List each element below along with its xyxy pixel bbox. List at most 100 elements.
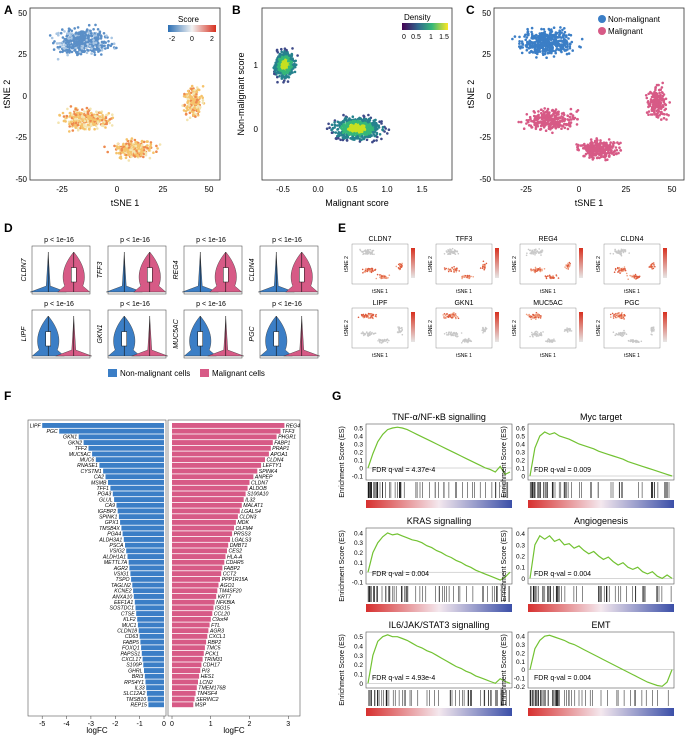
scatter-point — [107, 40, 110, 43]
feature-point — [532, 335, 534, 337]
feature-point — [445, 314, 447, 316]
feature-point — [371, 313, 373, 315]
scatter-point — [554, 50, 557, 53]
feature-point — [361, 333, 363, 335]
bar-nonmalignant — [148, 697, 164, 702]
panel-c-ytick: 0 — [487, 92, 492, 101]
scatter-point — [647, 93, 650, 96]
feature-point — [448, 269, 450, 271]
feature-point — [458, 253, 460, 255]
feature-point — [528, 249, 530, 251]
feature-point — [628, 340, 630, 342]
violin-pval: p < 1e-16 — [272, 301, 302, 308]
panel-c-xtick: 25 — [622, 185, 631, 194]
feature-point — [537, 268, 539, 270]
feature-point — [453, 316, 455, 318]
scatter-point — [100, 53, 103, 56]
feature-point — [613, 315, 615, 317]
scatter-point — [551, 109, 554, 112]
scatter-point — [191, 97, 194, 100]
feature-point — [387, 277, 389, 279]
feature-xlabel: tSNE 1 — [540, 289, 556, 295]
panel-a-xtick: 50 — [205, 185, 214, 194]
scatter-point — [56, 42, 59, 45]
feature-ylabel: tSNE 2 — [596, 320, 602, 336]
feature-point — [553, 338, 555, 340]
scatter-point — [183, 104, 186, 107]
feature-point — [653, 262, 655, 264]
scatter-point — [541, 42, 544, 45]
scatter-point — [654, 104, 657, 107]
feature-point — [402, 334, 404, 336]
bar-nonmalignant — [103, 469, 164, 474]
scatter-point — [587, 144, 590, 147]
scatter-point — [518, 40, 521, 43]
scatter-point — [563, 113, 566, 116]
feature-xlabel: tSNE 1 — [372, 289, 388, 295]
scatter-point — [79, 121, 82, 124]
density-point — [361, 131, 364, 134]
scatter-point — [656, 95, 659, 98]
scatter-point — [105, 117, 108, 120]
scatter-point — [149, 157, 152, 160]
density-point — [330, 129, 333, 132]
scatter-point — [85, 30, 88, 33]
feature-point — [550, 276, 552, 278]
feature-point — [619, 334, 621, 336]
scatter-point — [663, 113, 666, 116]
axis-tick-label: -4 — [63, 721, 69, 728]
scatter-point — [534, 118, 537, 121]
feature-point — [538, 314, 540, 316]
violin-box — [299, 268, 304, 282]
scatter-point — [87, 111, 90, 114]
feature-point — [387, 342, 389, 344]
scatter-point — [134, 139, 137, 142]
feature-point — [566, 268, 568, 270]
scatter-point — [526, 28, 529, 31]
feature-point — [619, 312, 621, 314]
scatter-point — [66, 40, 69, 43]
violin-gene-label: CLDN4 — [249, 258, 256, 281]
feature-point — [623, 335, 625, 337]
panel-a-scatter — [49, 24, 205, 162]
scatter-point — [120, 149, 123, 152]
feature-point — [539, 269, 541, 271]
feature-point — [362, 269, 364, 271]
scatter-point — [536, 115, 539, 118]
feature-point — [484, 264, 486, 266]
density-point — [280, 48, 283, 51]
feature-point — [549, 275, 551, 277]
feature-point — [400, 266, 402, 268]
bar-nonmalignant — [110, 486, 164, 491]
scatter-point — [665, 108, 668, 111]
feature-point — [536, 251, 538, 253]
density-point — [369, 127, 372, 130]
feature-colorbar — [579, 312, 583, 342]
scatter-point — [73, 41, 76, 44]
feature-point — [615, 269, 617, 271]
bar-nonmalignant — [96, 457, 164, 462]
scatter-point — [578, 45, 581, 48]
bar-nonmalignant — [108, 480, 164, 485]
scatter-point — [69, 39, 72, 42]
scatter-point — [89, 120, 92, 123]
feature-point — [466, 341, 468, 343]
scatter-point — [71, 123, 74, 126]
violin-gene-label: PGC — [249, 325, 256, 341]
scatter-point — [531, 44, 534, 47]
feature-point — [369, 251, 371, 253]
density-point — [282, 72, 285, 75]
feature-point — [625, 270, 627, 272]
scatter-point — [80, 112, 83, 115]
violin-box — [46, 332, 51, 346]
feature-plot-title: MUC5AC — [533, 300, 563, 307]
feature-point — [480, 267, 482, 269]
bar-malignant — [172, 423, 284, 428]
scatter-point — [195, 101, 198, 104]
feature-point — [362, 333, 364, 335]
scatter-point — [52, 42, 55, 45]
scatter-point — [544, 53, 547, 56]
feature-point — [384, 276, 386, 278]
feature-point — [617, 334, 619, 336]
